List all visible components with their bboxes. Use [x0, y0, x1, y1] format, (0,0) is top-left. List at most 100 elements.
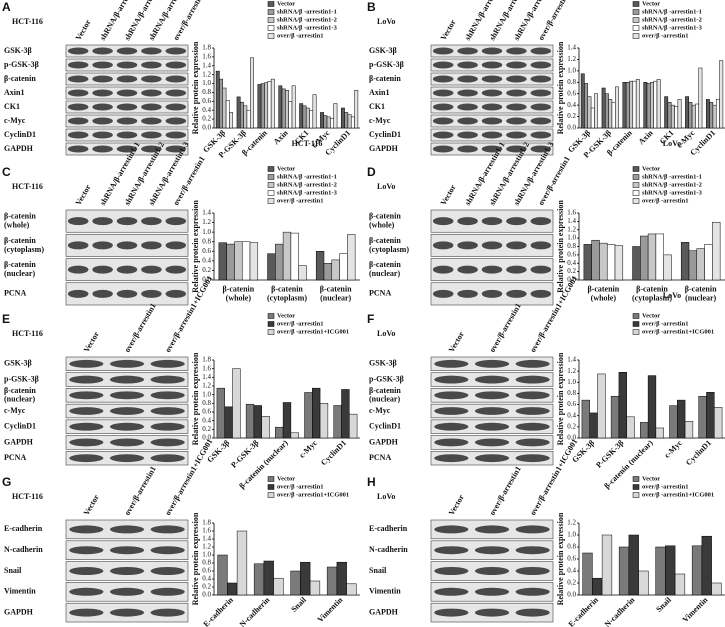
y-tick-label: 1.6 [202, 527, 211, 535]
bar [589, 412, 598, 439]
legend-label: shRNA/β -arrestin1-3 [642, 189, 703, 196]
bar [705, 99, 710, 129]
legend-label: Vector [277, 312, 295, 319]
band [150, 454, 185, 463]
y-tick-label: 0.4 [202, 575, 211, 583]
bar [655, 233, 664, 281]
row-label: GAPDH [369, 607, 399, 616]
bar [240, 101, 244, 129]
legend-swatch [632, 174, 640, 180]
row-label: CyclinD1 [369, 422, 401, 431]
band [141, 117, 162, 125]
band [109, 525, 145, 534]
bar [647, 233, 657, 281]
row-label: CyclinD1 [4, 422, 36, 431]
band [530, 117, 552, 125]
y-tick-label: 0.6 [202, 97, 211, 105]
legend-label: over/β -arrestin1 [277, 32, 323, 39]
x-tick-label: c-Myc [662, 438, 684, 460]
band [69, 422, 104, 431]
band [434, 587, 469, 596]
row-label: β-catenin (cytoplasm) [369, 236, 409, 254]
bar [312, 94, 317, 129]
bar [305, 107, 310, 129]
y-tick-label: 1.2 [202, 218, 211, 226]
y-tick-label: 0.0 [567, 124, 576, 132]
bar [608, 99, 613, 129]
lane-label: Vector [447, 493, 466, 517]
bar [650, 82, 654, 129]
band [457, 75, 478, 83]
band [150, 608, 185, 617]
band [92, 265, 113, 274]
band [474, 391, 510, 400]
bar [275, 426, 284, 439]
band [432, 47, 454, 55]
band [474, 359, 510, 368]
bar [222, 87, 227, 129]
band [457, 289, 478, 298]
bar [698, 395, 707, 439]
y-tick-label: 0.6 [202, 408, 211, 416]
legend-label: Vector [642, 165, 660, 172]
band [165, 217, 187, 226]
bar [282, 231, 292, 281]
y-tick-label: 0.0 [202, 434, 211, 442]
band [432, 289, 454, 298]
band [474, 454, 510, 463]
bar [344, 112, 349, 129]
bar [349, 413, 358, 439]
legend-label: shRNA/β -arrestin1-1 [277, 8, 337, 15]
bar [706, 392, 715, 439]
bar [680, 242, 690, 281]
x-tick-label: Axin [272, 128, 290, 146]
y-axis-label: Relative protein expression [556, 200, 565, 293]
x-tick-label: β-catenin (whole) [587, 284, 619, 302]
row-label: β-catenin (nuclear) [369, 260, 401, 278]
band [530, 289, 552, 298]
band [116, 117, 138, 125]
bar [614, 245, 624, 281]
legend-label: shRNA/β -arrestin1-2 [642, 16, 702, 23]
band [457, 89, 478, 97]
bar [350, 116, 355, 129]
band [457, 145, 478, 153]
band [109, 454, 145, 463]
row-label: GAPDH [4, 144, 34, 153]
bar [260, 83, 265, 129]
y-tick-label: 0.4 [567, 411, 576, 419]
bar [704, 244, 713, 281]
row-label: β-catenin [369, 74, 401, 83]
bar [245, 403, 255, 439]
cell-line: HCT-116 [12, 329, 43, 338]
lane-label: Vector [447, 330, 466, 354]
bar [610, 395, 620, 439]
row-label: N-cadherin [4, 545, 43, 554]
legend-swatch [632, 17, 640, 23]
band [434, 407, 469, 415]
bar [333, 405, 342, 439]
band [434, 375, 469, 384]
legend-swatch [267, 476, 275, 482]
bar [261, 416, 270, 439]
bar [688, 250, 698, 281]
band [481, 265, 503, 274]
band [434, 525, 469, 534]
y-tick-label: 0.2 [567, 112, 576, 120]
legend-swatch [267, 33, 275, 39]
bar [597, 373, 606, 439]
bar [299, 103, 304, 129]
bar [677, 99, 682, 129]
panel-label: D [367, 165, 376, 179]
row-label: β-catenin (whole) [4, 212, 36, 230]
bar [309, 109, 314, 129]
bar [618, 372, 627, 439]
band [141, 47, 162, 55]
legend-label: shRNA/β -arrestin1-2 [277, 16, 337, 23]
y-tick-label: 0.2 [202, 115, 211, 123]
legend-label: shRNA/β -arrestin1-2 [277, 181, 337, 188]
bar [273, 577, 284, 596]
band [92, 117, 113, 125]
legend-label: Vector [277, 0, 295, 7]
row-label: GAPDH [4, 607, 34, 616]
